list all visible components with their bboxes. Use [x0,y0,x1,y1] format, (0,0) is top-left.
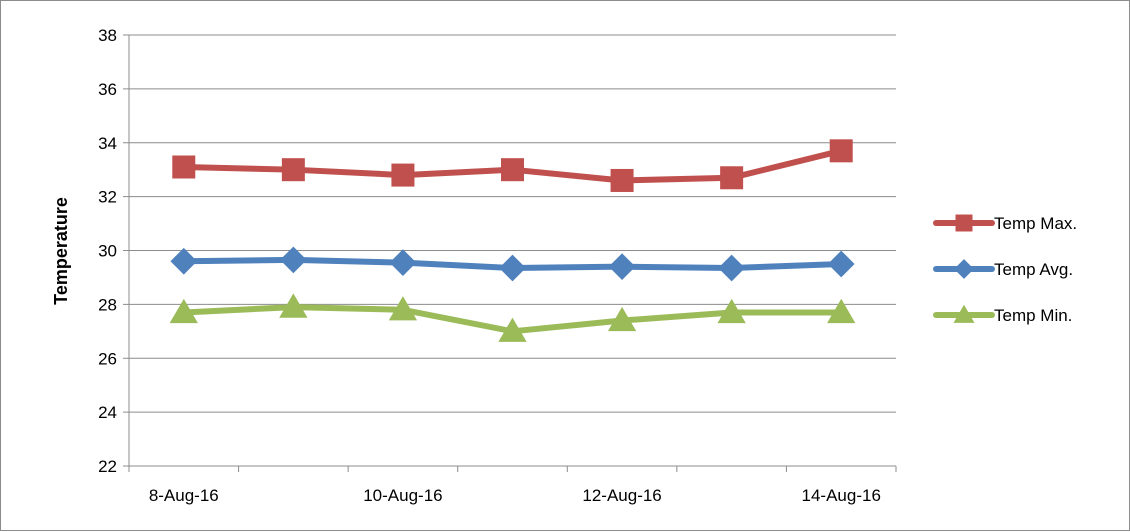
y-tick-labels: 22 24 26 28 30 32 34 36 38 [98,26,117,476]
legend-item: Temp Avg. [933,259,1073,279]
legend-marker [954,259,974,279]
y-tick-label: 24 [98,403,117,422]
legend-label: Temp Avg. [994,260,1073,279]
legend-label: Temp Min. [994,306,1072,325]
y-tick-label: 36 [98,80,117,99]
legend-marker [953,304,975,323]
data-point [827,298,856,324]
x-tick-label: 10-Aug-16 [363,486,442,505]
x-tick-label: 12-Aug-16 [582,486,661,505]
legend-label: Temp Max. [994,214,1077,233]
data-point [388,296,418,321]
y-tick-label: 32 [98,188,117,207]
data-point [608,253,636,281]
data-point [829,139,853,163]
series-square [172,139,853,192]
axes [123,34,897,472]
data-point [610,168,634,192]
data-point [717,298,746,324]
data-point [391,163,415,187]
data-point [827,250,855,278]
gridlines [129,34,896,413]
data-point [389,249,417,276]
series-diamond [170,246,855,282]
y-tick-label: 30 [98,242,117,261]
x-tick-label: 8-Aug-16 [149,486,219,505]
data-point [720,166,744,190]
data-point [501,158,524,182]
y-tick-label: 22 [98,457,117,476]
y-tick-label: 28 [98,295,117,314]
y-tick-label: 34 [98,134,117,153]
data-point [169,298,198,324]
series-triangle [169,293,856,342]
data-point [607,306,637,332]
x-tick-labels: 8-Aug-16 10-Aug-16 12-Aug-16 14-Aug-16 [149,486,881,505]
data-point [170,247,198,275]
data-point [718,254,745,282]
legend-marker [955,214,973,232]
data-point [279,293,308,318]
data-point [498,317,527,342]
legend-item: Temp Min. [933,304,1072,325]
y-tick-label: 26 [98,349,117,368]
legend-item: Temp Max. [933,214,1077,233]
x-tick-label: 14-Aug-16 [802,486,881,505]
data-point [280,246,307,274]
legend: Temp Max. Temp Avg. Temp Min. [933,214,1077,325]
series [169,139,856,342]
data-point [172,155,196,179]
y-axis-title: Temperature [51,197,71,305]
y-tick-label: 38 [98,26,117,45]
data-point [499,254,526,282]
data-point [281,158,305,182]
